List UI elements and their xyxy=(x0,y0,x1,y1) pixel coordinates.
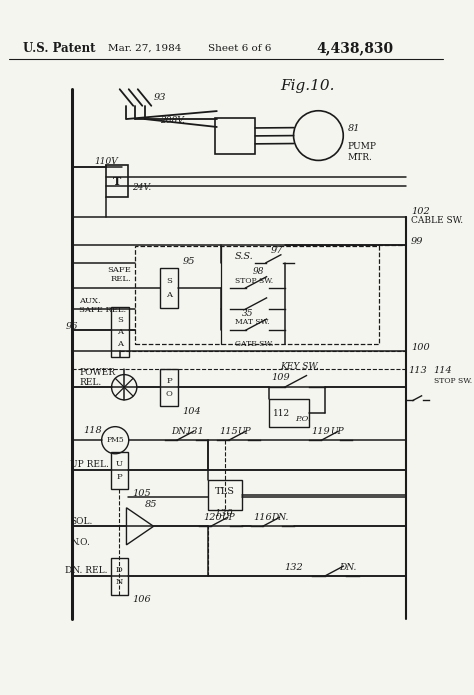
Bar xyxy=(110,558,128,594)
Text: 24V.: 24V. xyxy=(132,183,152,192)
Polygon shape xyxy=(127,508,154,545)
Bar xyxy=(160,369,177,406)
Text: KEY SW.: KEY SW. xyxy=(280,361,319,370)
Text: 120: 120 xyxy=(203,513,222,522)
Text: TLS: TLS xyxy=(215,487,235,496)
Text: UP: UP xyxy=(330,427,343,436)
Bar xyxy=(136,246,379,343)
Text: A: A xyxy=(117,328,123,336)
Text: 119: 119 xyxy=(311,427,330,436)
Text: 96: 96 xyxy=(65,322,78,332)
Text: SOL.: SOL. xyxy=(70,516,92,525)
Text: A: A xyxy=(117,341,123,348)
Text: N.O.: N.O. xyxy=(70,539,90,548)
Text: AUX.
SAFE REL.: AUX. SAFE REL. xyxy=(79,297,126,314)
Text: 100: 100 xyxy=(411,343,430,352)
Text: 113: 113 xyxy=(409,366,428,375)
Text: S.S.: S.S. xyxy=(235,252,254,261)
Text: 105: 105 xyxy=(132,489,151,498)
Text: 85: 85 xyxy=(145,500,157,509)
Text: 114: 114 xyxy=(434,366,452,375)
Text: 110V: 110V xyxy=(95,157,118,166)
Text: 131: 131 xyxy=(185,427,204,436)
Bar xyxy=(208,480,242,509)
Text: D: D xyxy=(116,566,123,574)
Text: 93: 93 xyxy=(154,92,166,101)
Text: U: U xyxy=(116,460,123,468)
Text: Mar. 27, 1984: Mar. 27, 1984 xyxy=(109,44,182,53)
Text: STOP SW.: STOP SW. xyxy=(235,277,273,285)
Text: 130: 130 xyxy=(215,509,233,518)
Bar xyxy=(160,268,178,308)
Text: 104: 104 xyxy=(182,407,201,416)
Bar xyxy=(269,399,310,427)
Text: 208V.: 208V. xyxy=(160,116,185,125)
Text: 109: 109 xyxy=(271,373,290,382)
Text: A: A xyxy=(166,291,173,299)
Text: P: P xyxy=(166,377,172,385)
Text: MAT SW.: MAT SW. xyxy=(235,318,269,327)
Text: GATE SW.: GATE SW. xyxy=(235,340,273,348)
Text: 118: 118 xyxy=(83,426,102,435)
Text: O: O xyxy=(165,390,173,398)
Text: UP: UP xyxy=(221,513,235,522)
Bar xyxy=(110,452,128,489)
Text: DN.: DN. xyxy=(172,427,189,436)
Bar xyxy=(110,307,129,357)
Bar xyxy=(106,165,128,197)
Text: DN.: DN. xyxy=(271,513,288,522)
Text: S: S xyxy=(117,316,123,323)
Text: P.O.: P.O. xyxy=(295,415,310,423)
Text: STOP SW.: STOP SW. xyxy=(434,377,472,384)
Text: 116: 116 xyxy=(253,513,272,522)
Text: POWER
REL.: POWER REL. xyxy=(79,368,115,387)
Text: N: N xyxy=(116,578,123,587)
Text: CABLE SW.: CABLE SW. xyxy=(411,216,463,225)
Text: 97: 97 xyxy=(271,246,283,255)
Text: 115: 115 xyxy=(219,427,238,436)
Text: T: T xyxy=(113,176,121,187)
Text: PUMP
MTR.: PUMP MTR. xyxy=(348,142,377,162)
Text: P: P xyxy=(117,473,122,480)
Text: 102: 102 xyxy=(411,207,430,216)
Text: 4,438,830: 4,438,830 xyxy=(316,41,393,55)
Bar xyxy=(215,117,255,154)
Text: 95: 95 xyxy=(183,257,195,266)
Text: PM5: PM5 xyxy=(106,436,124,444)
Text: 35: 35 xyxy=(242,309,253,318)
Text: 98: 98 xyxy=(253,267,264,276)
Text: Sheet 6 of 6: Sheet 6 of 6 xyxy=(208,44,271,53)
Text: 106: 106 xyxy=(132,596,151,605)
Text: 112: 112 xyxy=(273,409,291,418)
Text: UP REL.: UP REL. xyxy=(70,460,109,469)
Text: SAFE
REL.: SAFE REL. xyxy=(107,266,131,284)
Text: DN. REL.: DN. REL. xyxy=(65,566,108,575)
Text: S: S xyxy=(166,277,173,285)
Text: UP: UP xyxy=(237,427,251,436)
Text: U.S. Patent: U.S. Patent xyxy=(23,42,95,55)
Text: 81: 81 xyxy=(348,124,360,133)
Text: DN.: DN. xyxy=(339,563,356,572)
Text: 132: 132 xyxy=(284,563,303,572)
Text: Fig.10.: Fig.10. xyxy=(280,79,335,93)
Text: 99: 99 xyxy=(411,237,423,246)
